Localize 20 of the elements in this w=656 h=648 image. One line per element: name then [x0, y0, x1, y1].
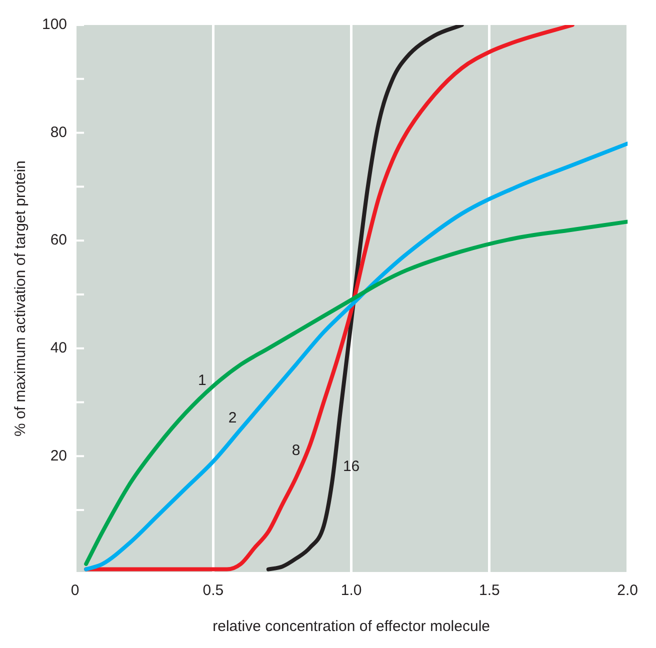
y-tick-label: 80: [50, 124, 68, 141]
line-series: [84, 142, 628, 572]
y-tick-label: 40: [50, 339, 68, 356]
y-axis-title: % of maximum activation of target protein: [12, 160, 30, 436]
x-tick-label: 0.5: [202, 582, 224, 600]
y-tick-label: 100: [42, 16, 68, 34]
y-tick-label: 60: [50, 232, 68, 249]
series-label: 1: [198, 372, 206, 389]
series-label: 8: [292, 442, 300, 459]
x-tick-label: 0: [70, 582, 80, 600]
line-series: [84, 220, 628, 566]
line-series: [266, 25, 464, 572]
x-tick-label: 1.0: [340, 582, 362, 600]
x-tick-label: 1.5: [479, 582, 500, 600]
series-label: 2: [228, 410, 237, 427]
x-tick-label: 2.0: [617, 582, 638, 600]
x-axis-title: relative concentration of effector molecule: [212, 618, 490, 636]
line-series: [84, 25, 574, 572]
y-tick-label: 20: [50, 447, 68, 464]
series-label: 16: [342, 458, 360, 476]
